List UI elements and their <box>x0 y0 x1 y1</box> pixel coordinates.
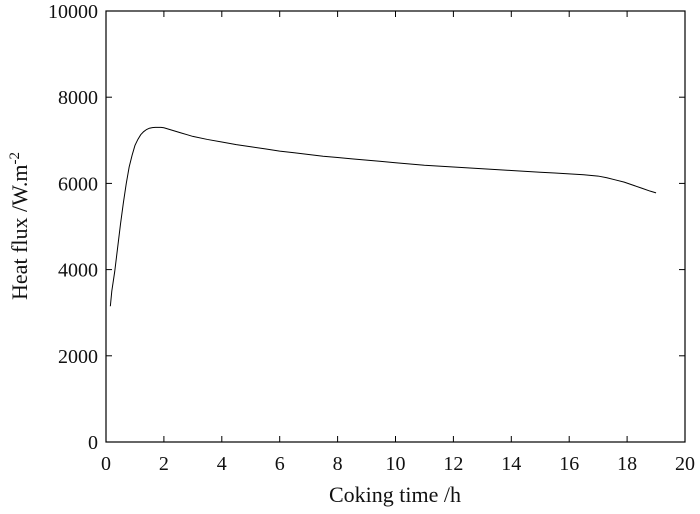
x-tick-label: 18 <box>617 453 637 475</box>
y-tick-label: 2000 <box>58 346 98 368</box>
y-axis-label-superscript: -2 <box>7 152 23 165</box>
heat-flux-line <box>109 126 657 307</box>
y-tick-label: 0 <box>88 432 98 454</box>
x-tick-label: 16 <box>559 453 579 475</box>
x-tick-label: 8 <box>333 453 343 475</box>
axis-tick-labels: 0 2 4 6 8 10 12 14 16 18 20 0 2000 4000 6000 8000 10000 <box>48 1 695 475</box>
y-tick-label: 4000 <box>58 260 98 282</box>
x-axis-label: Coking time /h <box>329 482 461 507</box>
x-tick-label: 20 <box>675 453 695 475</box>
x-tick-label: 2 <box>159 453 169 475</box>
x-tick-label: 0 <box>101 453 111 475</box>
x-tick-label: 10 <box>386 453 406 475</box>
x-tick-label: 4 <box>217 453 227 475</box>
y-tick-label: 10000 <box>48 1 98 23</box>
x-tick-label: 12 <box>443 453 463 475</box>
x-tick-label: 14 <box>501 453 521 475</box>
y-tick-label: 6000 <box>58 173 98 195</box>
y-axis-label: Heat flux /W.m-2 <box>7 152 32 300</box>
y-axis-label-main: Heat flux /W.m <box>7 165 32 300</box>
x-tick-label: 6 <box>275 453 285 475</box>
plot-frame <box>105 10 686 443</box>
y-tick-label: 8000 <box>58 87 98 109</box>
axis-ticks <box>105 10 686 443</box>
series-group <box>109 126 657 307</box>
